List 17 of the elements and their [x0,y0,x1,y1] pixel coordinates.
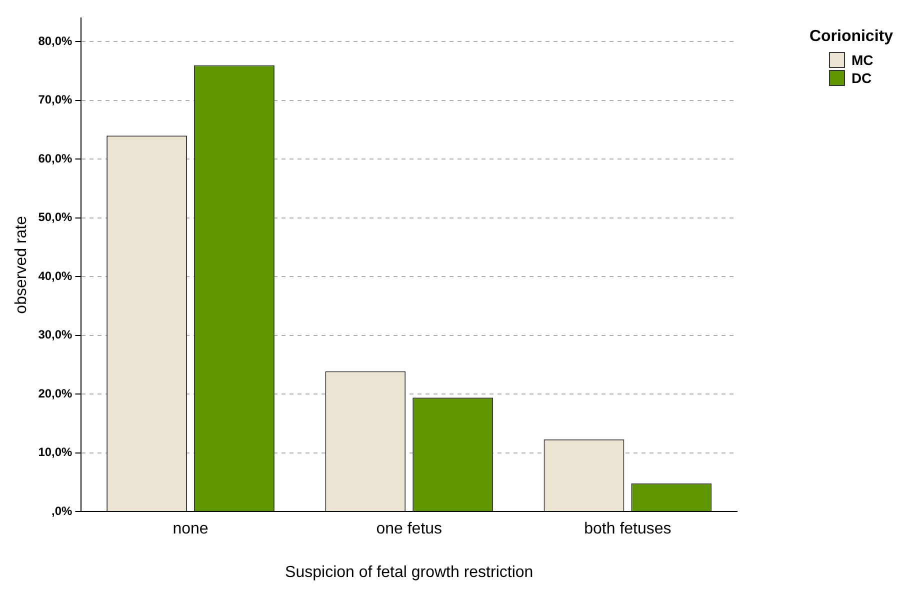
y-tick-label: 10,0% [38,445,73,460]
legend-title: Corionicity [809,28,893,46]
x-tick-label: one fetus [376,520,442,538]
y-tick-label: 20,0% [38,386,73,400]
y-tick-label: 40,0% [38,268,73,283]
y-tick-label: 60,0% [38,151,73,166]
x-tick-label: both fetuses [584,520,672,538]
y-tick-label: 80,0% [38,34,73,48]
y-tick-label: 30,0% [38,328,73,342]
y-tick-label: 50,0% [38,210,73,224]
x-tick-label: none [172,520,208,538]
legend-label: DC [851,70,872,86]
legend-label: MC [851,52,874,68]
y-axis-title: observed rate [13,216,30,314]
y-tick-label: ,0% [52,504,73,518]
y-tick-label: 70,0% [38,92,73,107]
x-axis-title: Suspicion of fetal growth restriction [285,564,534,581]
